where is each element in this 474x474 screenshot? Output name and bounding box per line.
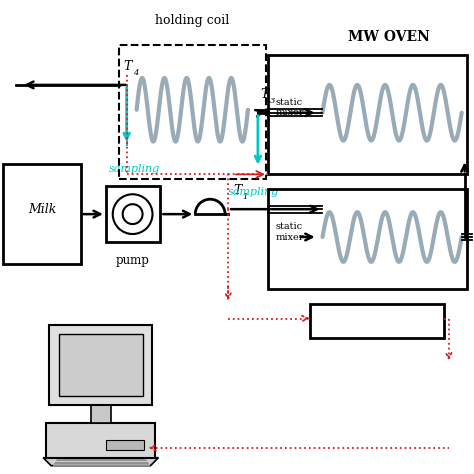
Bar <box>91 405 111 423</box>
Bar <box>3 164 81 264</box>
Text: data-logger: data-logger <box>342 312 411 325</box>
Bar <box>118 45 266 179</box>
Bar <box>106 440 144 450</box>
Text: T: T <box>261 88 269 101</box>
Text: 4: 4 <box>133 69 138 77</box>
Polygon shape <box>43 458 158 465</box>
Bar <box>310 304 444 338</box>
Circle shape <box>113 194 153 234</box>
Text: static
mixer: static mixer <box>276 98 304 118</box>
Bar <box>268 189 466 289</box>
Text: sampling: sampling <box>109 164 160 174</box>
Text: T: T <box>233 184 241 197</box>
Text: T: T <box>124 60 132 73</box>
Bar <box>59 335 143 396</box>
Text: pump: pump <box>116 254 150 267</box>
Text: holding coil: holding coil <box>155 14 229 27</box>
Bar <box>46 423 155 458</box>
Text: Milk: Milk <box>28 203 56 216</box>
Text: MW OVEN: MW OVEN <box>348 30 430 44</box>
Bar <box>49 326 153 405</box>
Text: 3: 3 <box>270 97 275 105</box>
Text: static
mixer: static mixer <box>276 222 304 242</box>
Bar <box>268 55 466 174</box>
Text: sampling: sampling <box>228 187 279 197</box>
Bar <box>106 186 161 242</box>
Text: 1: 1 <box>242 193 247 201</box>
